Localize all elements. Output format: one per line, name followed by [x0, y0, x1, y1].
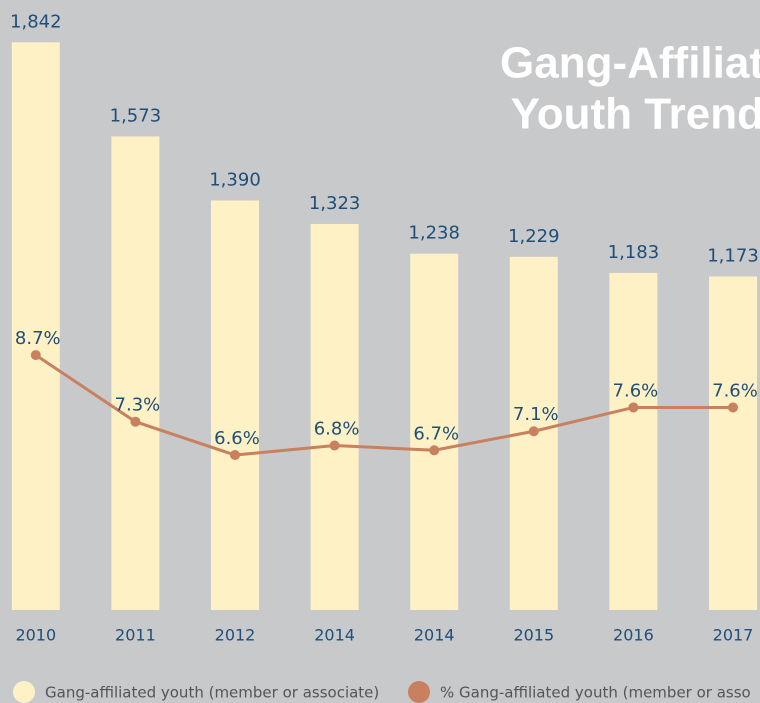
x-tick-label: 2010 [15, 626, 56, 645]
line-point [30, 350, 41, 361]
value-label: 7.6% [613, 380, 659, 401]
value-label: 1,323 [309, 193, 361, 214]
x-tick-label: 2011 [115, 626, 156, 645]
line [34, 353, 733, 457]
value-label: 1,183 [608, 242, 660, 263]
value-label: 7.1% [513, 404, 559, 425]
legend-swatch [408, 681, 430, 703]
value-label: 1,573 [110, 105, 162, 126]
value-label: 6.6% [214, 428, 260, 449]
value-label: 1,229 [508, 226, 560, 247]
x-tick-label: 2017 [713, 626, 754, 645]
chart-title: Gang-Affiliat [500, 39, 760, 88]
value-label: 6.8% [314, 419, 360, 440]
value-label: 1,238 [408, 223, 460, 244]
line-point [429, 445, 440, 456]
x-tick-label: 2016 [613, 626, 654, 645]
value-label: 8.7% [15, 328, 61, 349]
bar [111, 136, 160, 610]
legend-label: Gang-affiliated youth (member or associa… [45, 684, 379, 702]
bar [11, 42, 60, 611]
line-point [130, 416, 141, 427]
line-point [230, 450, 240, 461]
legend-swatch [13, 681, 35, 703]
line-point [528, 426, 539, 437]
line-point [329, 440, 340, 451]
x-tick-label: 2012 [215, 626, 256, 645]
value-label: 1,173 [707, 245, 759, 266]
bar [211, 200, 259, 610]
legend-label: % Gang-affiliated youth (member or asso [440, 684, 751, 702]
value-label: 7.6% [712, 380, 758, 401]
bar [709, 276, 757, 610]
value-label: 7.3% [115, 395, 161, 416]
value-label: 1,390 [209, 170, 261, 191]
line-point [628, 402, 639, 413]
chart-title: Youth Trend [511, 90, 760, 139]
x-tick-label: 2014 [314, 626, 355, 645]
line-point [728, 402, 738, 413]
bar [310, 223, 359, 610]
bar [609, 272, 658, 610]
x-tick-label: 2014 [414, 626, 455, 645]
value-label: 6.7% [413, 423, 459, 444]
value-label: 1,842 [10, 11, 62, 32]
bar [410, 253, 459, 610]
x-tick-label: 2015 [513, 626, 554, 645]
